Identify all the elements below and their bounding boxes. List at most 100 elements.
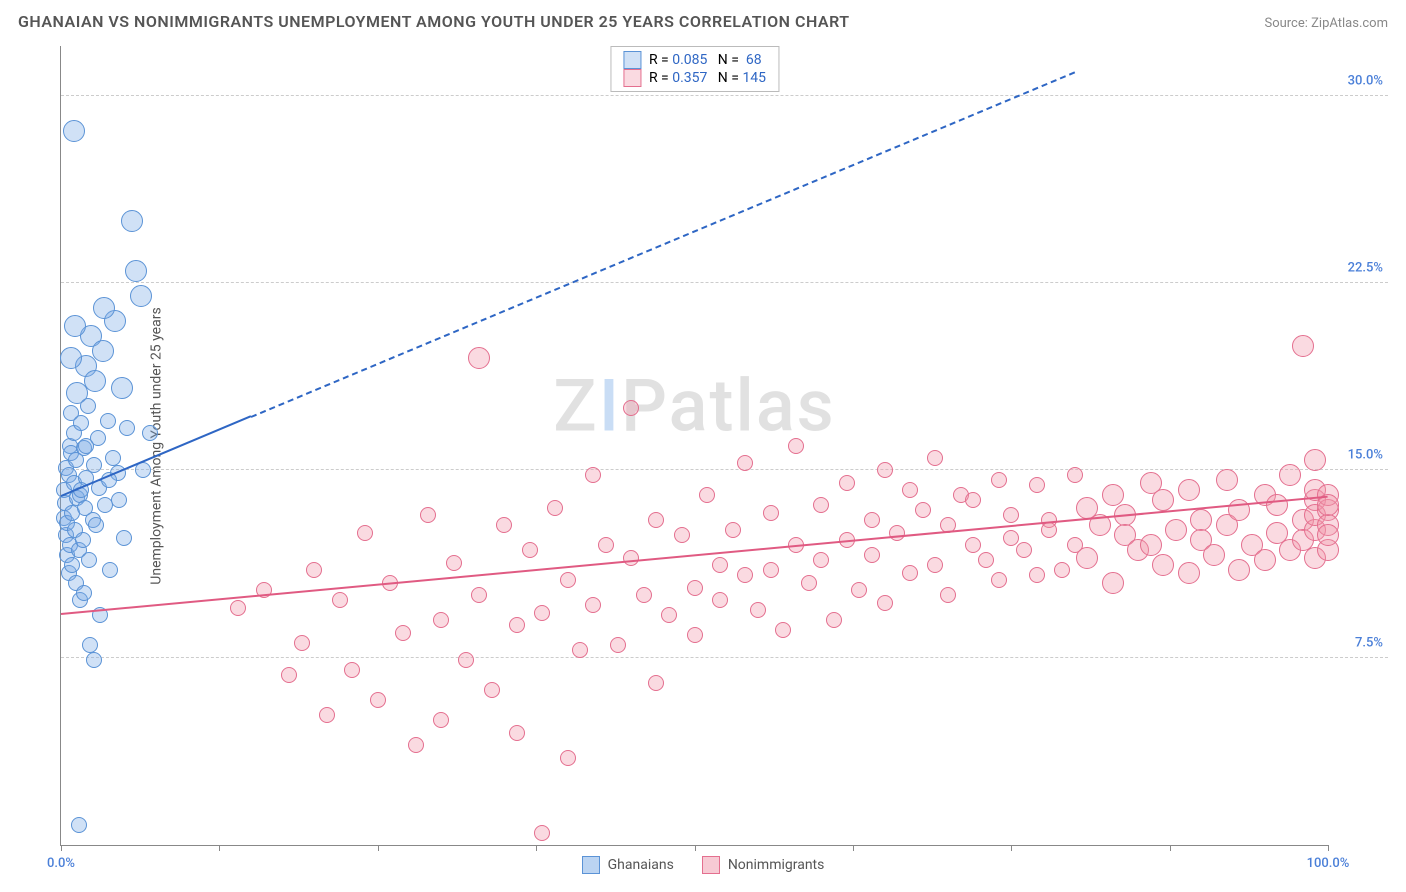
scatter-point bbox=[1216, 469, 1238, 491]
scatter-point bbox=[1029, 477, 1045, 493]
scatter-point bbox=[839, 475, 855, 491]
scatter-point bbox=[116, 530, 132, 546]
scatter-point bbox=[534, 825, 550, 841]
scatter-point bbox=[86, 652, 102, 668]
scatter-point bbox=[737, 455, 753, 471]
scatter-point bbox=[119, 420, 135, 436]
scatter-point bbox=[344, 662, 360, 678]
legend-item: Nonimmigrants bbox=[702, 856, 825, 874]
stats-text: R = 0.085 N = 68 bbox=[649, 52, 762, 68]
scatter-point bbox=[1140, 534, 1162, 556]
scatter-point bbox=[636, 587, 652, 603]
scatter-point bbox=[547, 500, 563, 516]
scatter-point bbox=[889, 525, 905, 541]
scatter-point bbox=[623, 400, 639, 416]
x-tick bbox=[1328, 845, 1329, 851]
scatter-point bbox=[775, 622, 791, 638]
scatter-point bbox=[687, 580, 703, 596]
gridline-h bbox=[61, 657, 1388, 658]
bottom-legend: Ghanaians Nonimmigrants bbox=[0, 856, 1406, 878]
scatter-point bbox=[1279, 464, 1301, 486]
scatter-point bbox=[1317, 524, 1339, 546]
scatter-point bbox=[84, 370, 106, 392]
scatter-point bbox=[737, 567, 753, 583]
scatter-point bbox=[64, 557, 80, 573]
scatter-point bbox=[458, 652, 474, 668]
scatter-point bbox=[864, 547, 880, 563]
scatter-point bbox=[763, 562, 779, 578]
scatter-point bbox=[902, 482, 918, 498]
scatter-point bbox=[940, 587, 956, 603]
y-tick-label: 15.0% bbox=[1348, 448, 1383, 463]
legend-label: Ghanaians bbox=[608, 857, 674, 873]
scatter-point bbox=[534, 605, 550, 621]
scatter-point bbox=[111, 377, 133, 399]
legend-swatch bbox=[702, 856, 720, 874]
scatter-point bbox=[125, 260, 147, 282]
scatter-point bbox=[64, 315, 86, 337]
scatter-point bbox=[1076, 547, 1098, 569]
chart-header: GHANAIAN VS NONIMMIGRANTS UNEMPLOYMENT A… bbox=[18, 12, 1388, 31]
watermark: ZIPatlas bbox=[553, 363, 835, 448]
scatter-point bbox=[78, 438, 94, 454]
scatter-point bbox=[598, 537, 614, 553]
stats-legend-box: R = 0.085 N = 68R = 0.357 N = 145 bbox=[610, 46, 779, 92]
scatter-point bbox=[877, 462, 893, 478]
scatter-point bbox=[230, 600, 246, 616]
scatter-point bbox=[1003, 507, 1019, 523]
legend-swatch bbox=[623, 51, 641, 69]
scatter-point bbox=[105, 450, 121, 466]
scatter-point bbox=[446, 555, 462, 571]
scatter-point bbox=[927, 450, 943, 466]
scatter-point bbox=[121, 210, 143, 232]
scatter-point bbox=[357, 525, 373, 541]
scatter-point bbox=[674, 527, 690, 543]
scatter-point bbox=[699, 487, 715, 503]
legend-label: Nonimmigrants bbox=[728, 857, 825, 873]
scatter-point bbox=[585, 467, 601, 483]
x-tick bbox=[1170, 845, 1171, 851]
scatter-point bbox=[88, 517, 104, 533]
scatter-point bbox=[395, 625, 411, 641]
x-tick bbox=[61, 845, 62, 851]
scatter-point bbox=[63, 120, 85, 142]
scatter-point bbox=[560, 750, 576, 766]
scatter-point bbox=[509, 725, 525, 741]
scatter-point bbox=[86, 457, 102, 473]
scatter-point bbox=[1178, 562, 1200, 584]
scatter-point bbox=[1029, 567, 1045, 583]
scatter-point bbox=[509, 617, 525, 633]
scatter-point bbox=[135, 462, 151, 478]
scatter-point bbox=[319, 707, 335, 723]
trend-line-dashed bbox=[251, 71, 1075, 417]
scatter-point bbox=[73, 415, 89, 431]
scatter-point bbox=[687, 627, 703, 643]
scatter-point bbox=[102, 562, 118, 578]
scatter-point bbox=[420, 507, 436, 523]
scatter-point bbox=[484, 682, 500, 698]
scatter-point bbox=[661, 607, 677, 623]
scatter-point bbox=[1304, 449, 1326, 471]
scatter-point bbox=[142, 425, 158, 441]
scatter-point bbox=[725, 522, 741, 538]
scatter-point bbox=[75, 532, 91, 548]
scatter-point bbox=[370, 692, 386, 708]
gridline-h bbox=[61, 282, 1388, 283]
x-tick bbox=[378, 845, 379, 851]
scatter-point bbox=[1228, 559, 1250, 581]
scatter-point bbox=[927, 557, 943, 573]
scatter-point bbox=[1266, 494, 1288, 516]
scatter-point bbox=[306, 562, 322, 578]
scatter-point bbox=[1190, 509, 1212, 531]
scatter-point bbox=[610, 637, 626, 653]
scatter-point bbox=[100, 413, 116, 429]
scatter-point bbox=[991, 572, 1007, 588]
chart-title: GHANAIAN VS NONIMMIGRANTS UNEMPLOYMENT A… bbox=[18, 12, 850, 31]
scatter-point bbox=[496, 517, 512, 533]
scatter-point bbox=[877, 595, 893, 611]
source-label: Source: ZipAtlas.com bbox=[1264, 16, 1388, 31]
stats-row: R = 0.357 N = 145 bbox=[623, 69, 766, 87]
scatter-point bbox=[864, 512, 880, 528]
scatter-point bbox=[130, 285, 152, 307]
x-tick bbox=[536, 845, 537, 851]
